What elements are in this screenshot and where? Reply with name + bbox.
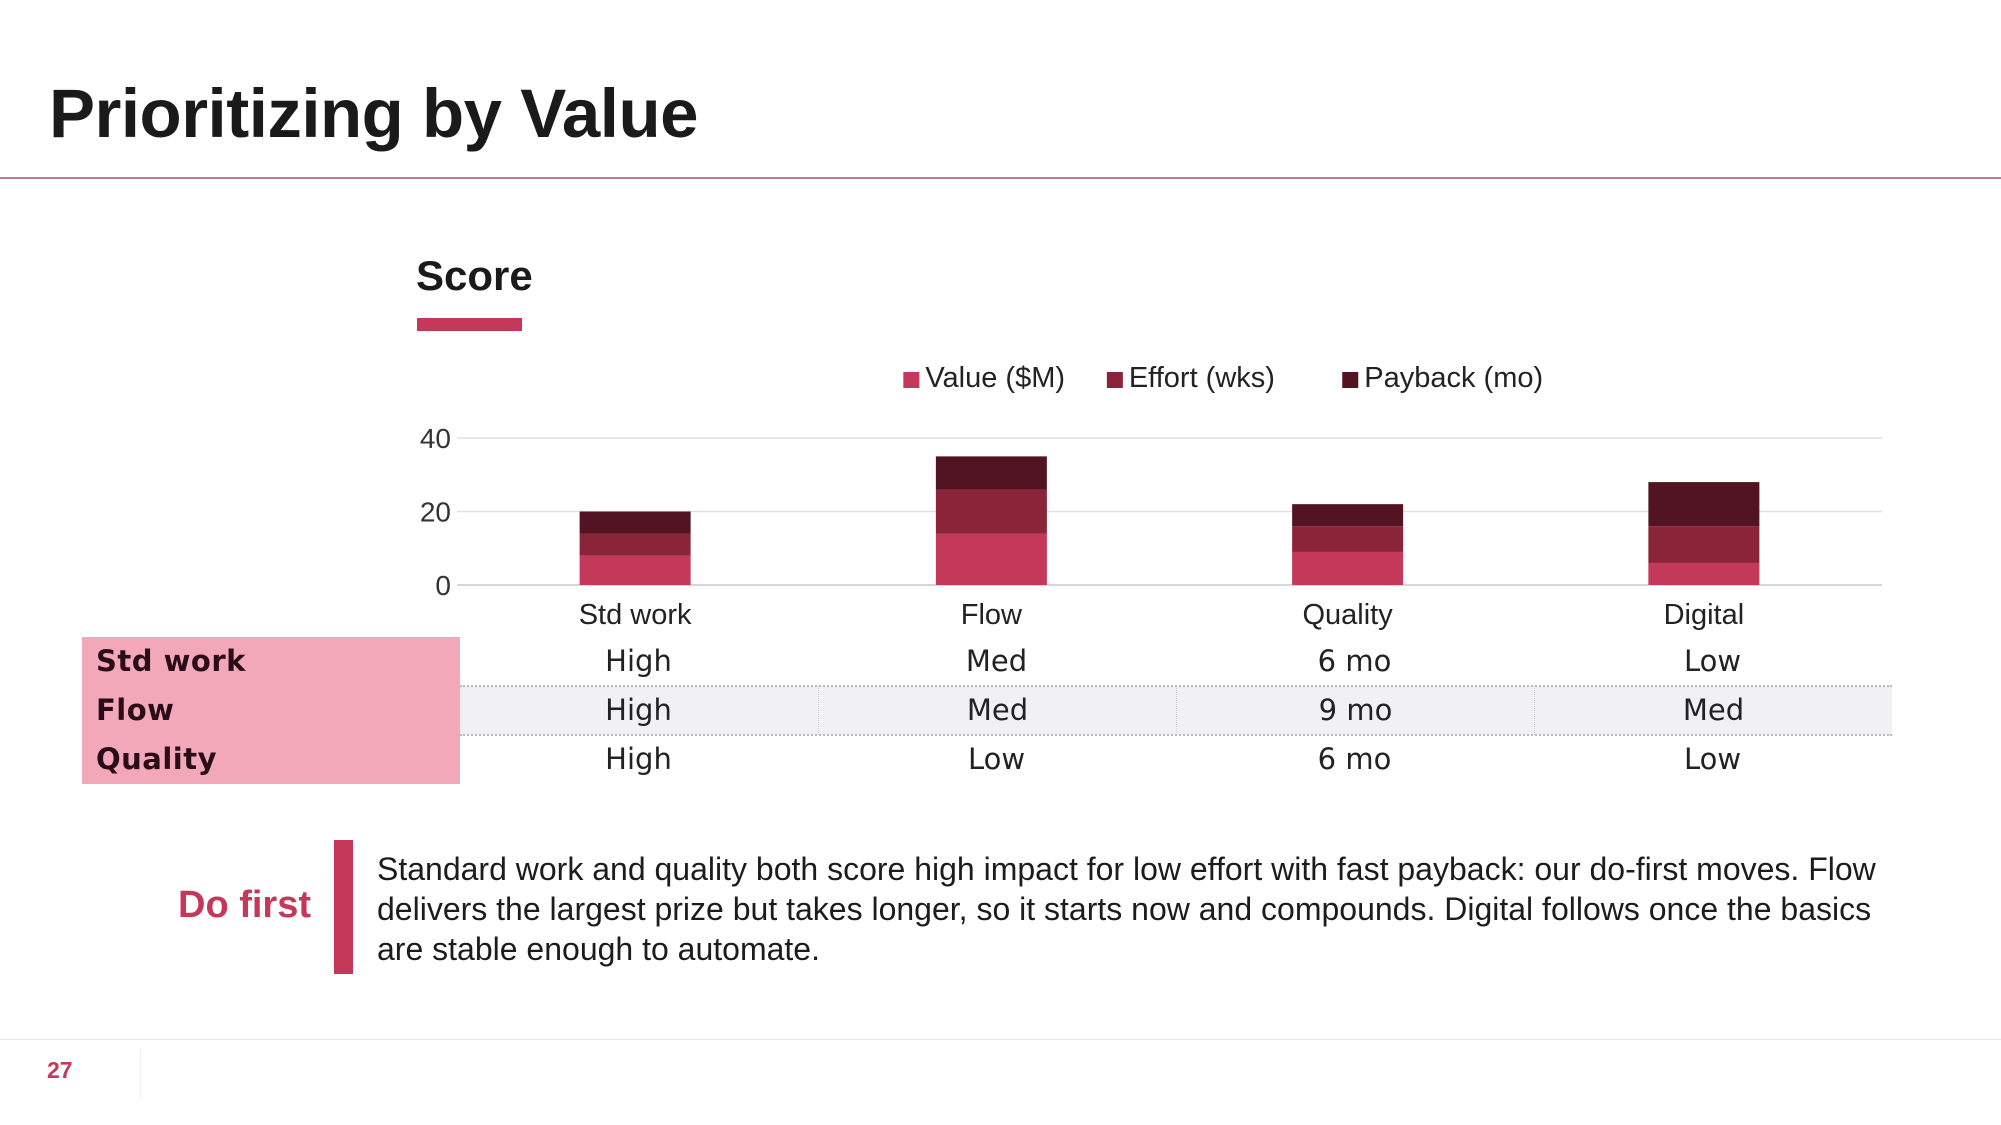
x-tick-label: Quality (1302, 599, 1393, 631)
bar-segment-2 (579, 533, 691, 556)
table-cell: 6 mo (1317, 742, 1392, 776)
x-tick-label: Flow (961, 599, 1023, 631)
table-cell: Low (967, 742, 1026, 776)
page-number: 27 (47, 1057, 73, 1083)
table-cell: 6 mo (1317, 644, 1392, 678)
takeaway-text: Standard work and quality both score hig… (377, 851, 1876, 967)
y-tick-label: 20 (420, 497, 451, 528)
bar-segment-1 (579, 555, 691, 585)
bar-segment-3 (935, 456, 1047, 490)
footer-separator (140, 1049, 141, 1099)
bar-segment-1 (1292, 551, 1404, 585)
legend-label: Payback (mo) (1364, 362, 1543, 394)
table-row: Quality High Low 6 mo Low (82, 735, 1892, 784)
row-header: Quality (82, 735, 460, 784)
bar-segment-2 (935, 489, 1047, 534)
row-cells: High Med 9 mo Med (460, 686, 1892, 735)
legend-swatch (1342, 372, 1359, 388)
table-cell: 9 mo (1176, 686, 1534, 735)
table-cell: Med (1534, 686, 1892, 735)
table-cell: High (605, 644, 672, 678)
bar-segment-2 (1648, 526, 1760, 563)
legend-label: Effort (wks) (1129, 362, 1275, 394)
x-tick-label: Std work (579, 599, 692, 631)
stacked-bar-chart: 0 20 40 Std work Flow Quality Digital Value ($… (420, 362, 1882, 631)
chart-heading: Score (416, 252, 533, 299)
callout-accent-bar (334, 840, 353, 974)
x-tick-label: Digital (1664, 599, 1745, 631)
bar-segment-3 (1292, 504, 1404, 527)
heading-underline (417, 318, 522, 331)
bar-segment-3 (579, 511, 691, 534)
table-cell: High (605, 693, 672, 727)
bar-segment-2 (1292, 526, 1404, 552)
y-tick-label: 0 (435, 570, 451, 601)
slide-title: Prioritizing by Value (49, 75, 698, 152)
bar-segment-1 (1648, 562, 1760, 585)
row-cells: High Low 6 mo Low (460, 735, 1892, 784)
y-tick-label: 40 (420, 423, 451, 454)
bar-segment-3 (1648, 482, 1760, 527)
footer-divider (0, 1039, 2001, 1040)
table-cell: Low (1683, 644, 1742, 678)
callout-label: Do first (178, 884, 311, 926)
table-cell: Low (1683, 742, 1742, 776)
title-divider (0, 177, 2001, 179)
row-divider (460, 734, 1892, 736)
legend-swatch (903, 372, 920, 388)
table-row: Flow High Med 9 mo Med (82, 686, 1892, 735)
row-header: Flow (82, 686, 460, 735)
table-cell: Med (818, 686, 1176, 735)
legend-swatch (1106, 372, 1123, 388)
legend-label: Value ($M) (925, 362, 1065, 394)
table-row: Std work High Med 6 mo Low (82, 637, 1892, 686)
table-cell: Med (965, 644, 1028, 678)
row-cells: High Med 6 mo Low (460, 637, 1892, 686)
row-divider (460, 685, 1892, 687)
bar-segment-1 (935, 533, 1047, 585)
row-header: Std work (82, 637, 460, 686)
table-cell: High (605, 742, 672, 776)
